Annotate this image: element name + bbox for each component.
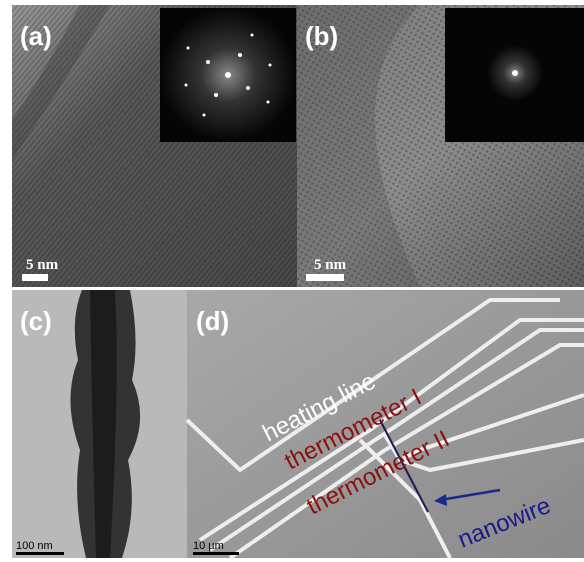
panel-a: (a) 5 nm [12, 5, 297, 287]
scale-bar [16, 552, 64, 555]
scale-bar [306, 274, 344, 281]
panel-label: (a) [20, 21, 52, 51]
scale-bar-label: 10 µm [193, 540, 224, 552]
scale-bar [22, 274, 48, 281]
scale-bar-label: 5 nm [314, 257, 347, 273]
panel-label: (b) [305, 21, 338, 51]
scale-bar-label: 100 nm [16, 540, 53, 552]
panel-label: (d) [196, 306, 229, 336]
fft-center [512, 70, 518, 76]
scale-bar-label: 5 nm [26, 257, 59, 273]
panel-label: (c) [20, 306, 52, 336]
panel-c: (c) 100 nm [12, 290, 187, 558]
figure: (a) 5 nm (b) 5 nm (c) 100 nm [0, 0, 584, 562]
panel-b: (b) 5 nm [297, 5, 584, 287]
scale-bar [193, 552, 239, 555]
panel-d: (d) heating line thermometer I thermomet… [187, 290, 584, 558]
